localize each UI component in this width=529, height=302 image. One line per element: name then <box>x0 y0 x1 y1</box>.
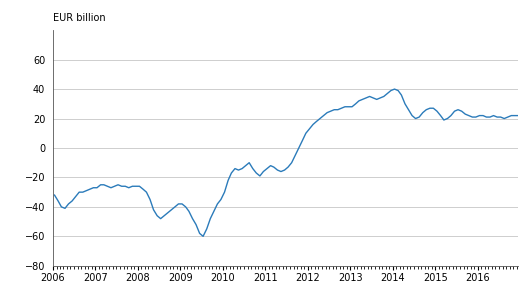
Text: EUR billion: EUR billion <box>53 13 105 23</box>
